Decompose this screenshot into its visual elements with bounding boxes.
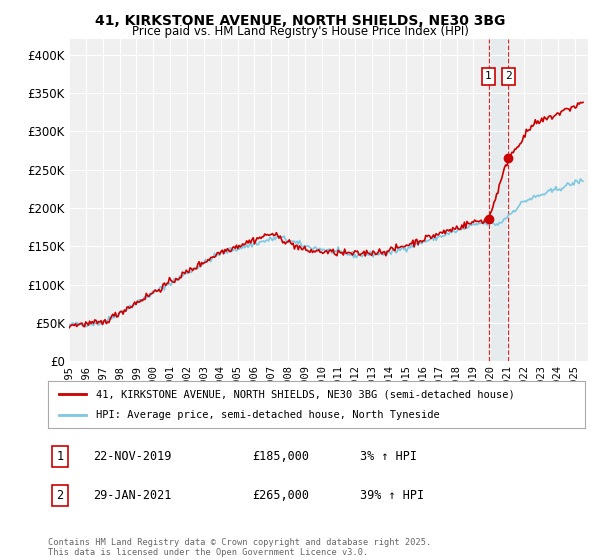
- Text: £185,000: £185,000: [252, 450, 309, 463]
- Text: Contains HM Land Registry data © Crown copyright and database right 2025.
This d: Contains HM Land Registry data © Crown c…: [48, 538, 431, 557]
- Text: Price paid vs. HM Land Registry's House Price Index (HPI): Price paid vs. HM Land Registry's House …: [131, 25, 469, 38]
- Text: HPI: Average price, semi-detached house, North Tyneside: HPI: Average price, semi-detached house,…: [97, 410, 440, 420]
- Text: 39% ↑ HPI: 39% ↑ HPI: [360, 489, 424, 502]
- Text: 41, KIRKSTONE AVENUE, NORTH SHIELDS, NE30 3BG: 41, KIRKSTONE AVENUE, NORTH SHIELDS, NE3…: [95, 14, 505, 28]
- Text: 22-NOV-2019: 22-NOV-2019: [93, 450, 172, 463]
- Text: 2: 2: [505, 71, 512, 81]
- Text: 41, KIRKSTONE AVENUE, NORTH SHIELDS, NE30 3BG (semi-detached house): 41, KIRKSTONE AVENUE, NORTH SHIELDS, NE3…: [97, 389, 515, 399]
- Text: 1: 1: [485, 71, 492, 81]
- Text: 3% ↑ HPI: 3% ↑ HPI: [360, 450, 417, 463]
- Text: £265,000: £265,000: [252, 489, 309, 502]
- Bar: [488, 39, 508, 361]
- Text: 2: 2: [56, 489, 64, 502]
- Text: 29-JAN-2021: 29-JAN-2021: [93, 489, 172, 502]
- Text: 1: 1: [56, 450, 64, 463]
